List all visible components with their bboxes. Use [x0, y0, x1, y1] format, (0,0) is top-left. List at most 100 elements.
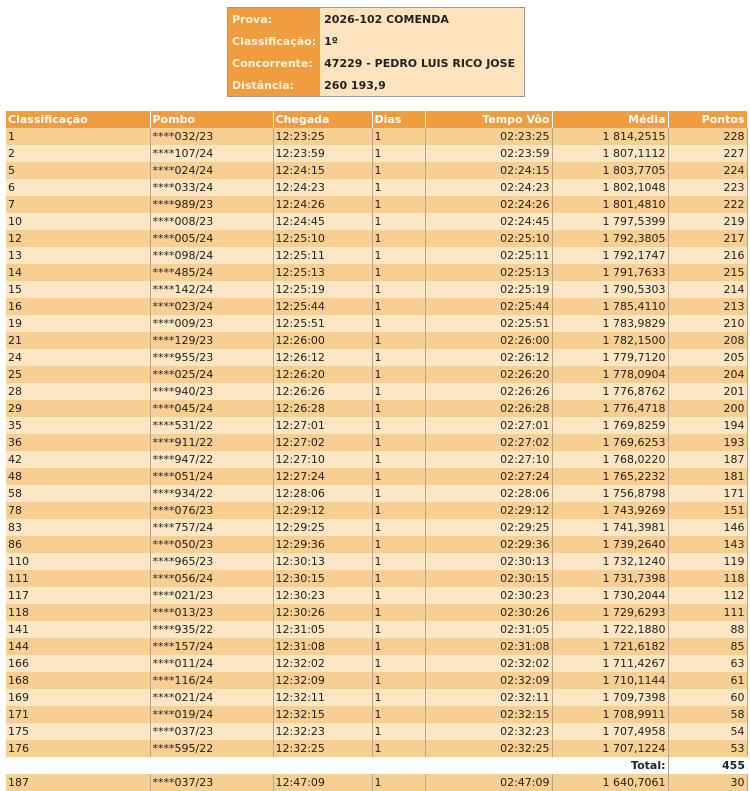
cell-dias: 1: [372, 315, 426, 332]
cell-tempo-voo: 02:23:25: [425, 128, 553, 145]
cell-dias: 1: [372, 723, 426, 740]
cell-media: 1 807,1112: [552, 145, 669, 162]
cell-pontos: 227: [668, 145, 748, 162]
cell-media: 1 711,4267: [552, 655, 669, 672]
cell-dias: 1: [372, 213, 426, 230]
cell-pombo: ****009/23: [150, 315, 274, 332]
cell-dias: 1: [372, 145, 426, 162]
cell-chegada: 12:25:13: [273, 264, 373, 281]
cell-media: 1 707,1224: [552, 740, 669, 757]
cell-chegada: 12:29:12: [273, 502, 373, 519]
cell-pontos: 216: [668, 247, 748, 264]
cell-tempo-voo: 02:28:06: [425, 485, 553, 502]
cell-media: 1 729,6293: [552, 604, 669, 621]
cell-media: 1 801,4810: [552, 196, 669, 213]
cell-pontos: 181: [668, 468, 748, 485]
table-row: 110 ****965/23 12:30:13 1 02:30:13 1 732,1240…: [6, 553, 748, 570]
info-value: 47229 - PEDRO LUIS RICO JOSE: [324, 56, 516, 70]
table-row: 176 ****595/22 12:32:25 1 02:32:25 1 707,1224…: [6, 740, 748, 757]
cell-pombo: ****935/22: [150, 621, 274, 638]
cell-tempo-voo: 02:31:05: [425, 621, 553, 638]
cell-pontos: 63: [668, 655, 748, 672]
cell-classificacao: 15: [6, 281, 151, 298]
cell-classificacao: 58: [6, 485, 151, 502]
cell-dias: 1: [372, 162, 426, 179]
cell-tempo-voo: 02:27:24: [425, 468, 553, 485]
table-row: 83 ****757/24 12:29:25 1 02:29:25 1 741,3981 1…: [6, 519, 748, 536]
cell-pombo: ****911/22: [150, 434, 274, 451]
cell-pontos: 112: [668, 587, 748, 604]
cell-chegada: 12:31:08: [273, 638, 373, 655]
cell-dias: 1: [372, 706, 426, 723]
cell-chegada: 12:25:10: [273, 230, 373, 247]
cell-pombo: ****021/24: [150, 689, 274, 706]
cell-tempo-voo: 02:25:44: [425, 298, 553, 315]
column-header-chegada[interactable]: Chegada: [273, 111, 373, 128]
cell-tempo-voo: 02:30:15: [425, 570, 553, 587]
cell-classificacao: 176: [6, 740, 151, 757]
cell-dias: 1: [372, 332, 426, 349]
cell-pombo: ****595/22: [150, 740, 274, 757]
cell-pontos: 111: [668, 604, 748, 621]
cell-pontos: 224: [668, 162, 748, 179]
cell-media: 1 769,8259: [552, 417, 669, 434]
column-header-dias[interactable]: Dias: [372, 111, 426, 128]
cell-dias: 1: [372, 383, 426, 400]
column-header-media[interactable]: Média: [552, 111, 669, 128]
column-header-pombo[interactable]: Pombo: [150, 111, 274, 128]
cell-pombo: ****076/23: [150, 502, 274, 519]
cell-tempo-voo: 02:30:23: [425, 587, 553, 604]
column-header-classificacao[interactable]: Classificação: [6, 111, 151, 128]
cell-pontos: 222: [668, 196, 748, 213]
table-row: 5 ****024/24 12:24:15 1 02:24:15 1 803,7705 22…: [6, 162, 748, 179]
cell-dias: 1: [372, 128, 426, 145]
cell-dias: 1: [372, 298, 426, 315]
cell-pombo: ****033/24: [150, 179, 274, 196]
cell-classificacao: 168: [6, 672, 151, 689]
cell-classificacao: 166: [6, 655, 151, 672]
cell-dias: 1: [372, 230, 426, 247]
cell-tempo-voo: 02:23:59: [425, 145, 553, 162]
info-value: 260 193,9: [324, 78, 386, 92]
info-row: Concorrente: 47229 - PEDRO LUIS RICO JOSE: [227, 52, 525, 74]
column-header-pontos[interactable]: Pontos: [668, 111, 748, 128]
cell-classificacao: 175: [6, 723, 151, 740]
column-header-tempo-voo[interactable]: Tempo Vôo: [425, 111, 553, 128]
total-value: 455: [667, 757, 747, 774]
cell-chegada: 12:26:12: [273, 349, 373, 366]
cell-tempo-voo: 02:26:28: [425, 400, 553, 417]
cell-pontos: 204: [668, 366, 748, 383]
table-row: 117 ****021/23 12:30:23 1 02:30:23 1 730,2044…: [6, 587, 748, 604]
cell-tempo-voo: 02:25:51: [425, 315, 553, 332]
cell-pontos: 53: [668, 740, 748, 757]
cell-dias: 1: [372, 400, 426, 417]
cell-media: 1 797,5399: [552, 213, 669, 230]
cell-classificacao: 48: [6, 468, 151, 485]
table-row: 1 ****032/23 12:23:25 1 02:23:25 1 814,2515 22…: [6, 128, 748, 145]
cell-chegada: 12:30:26: [273, 604, 373, 621]
cell-chegada: 12:26:28: [273, 400, 373, 417]
table-row: 2 ****107/24 12:23:59 1 02:23:59 1 807,1112 22…: [6, 145, 748, 162]
cell-media: 1 783,9829: [552, 315, 669, 332]
cell-dias: 1: [372, 536, 426, 553]
table-row: 168 ****116/24 12:32:09 1 02:32:09 1 710,1144…: [6, 672, 748, 689]
table-row: 78 ****076/23 12:29:12 1 02:29:12 1 743,9269 1…: [6, 502, 748, 519]
cell-pontos: 85: [668, 638, 748, 655]
cell-chegada: 12:31:05: [273, 621, 373, 638]
cell-tempo-voo: 02:30:26: [425, 604, 553, 621]
cell-tempo-voo: 02:25:19: [425, 281, 553, 298]
cell-chegada: 12:24:23: [273, 179, 373, 196]
table-row: 58 ****934/22 12:28:06 1 02:28:06 1 756,8798 1…: [6, 485, 748, 502]
table-row: 14 ****485/24 12:25:13 1 02:25:13 1 791,7633 2…: [6, 264, 748, 281]
table-row: 28 ****940/23 12:26:26 1 02:26:26 1 776,8762 2…: [6, 383, 748, 400]
table-row: 111 ****056/24 12:30:15 1 02:30:15 1 731,7398…: [6, 570, 748, 587]
cell-dias: 1: [372, 621, 426, 638]
cell-classificacao: 117: [6, 587, 151, 604]
cell-media: 1 776,4718: [552, 400, 669, 417]
cell-classificacao: 36: [6, 434, 151, 451]
cell-chegada: 12:30:23: [273, 587, 373, 604]
cell-media: 1 769,6253: [552, 434, 669, 451]
cell-tempo-voo: 02:29:36: [425, 536, 553, 553]
cell-chegada: 12:28:06: [273, 485, 373, 502]
cell-media: 1 722,1880: [552, 621, 669, 638]
